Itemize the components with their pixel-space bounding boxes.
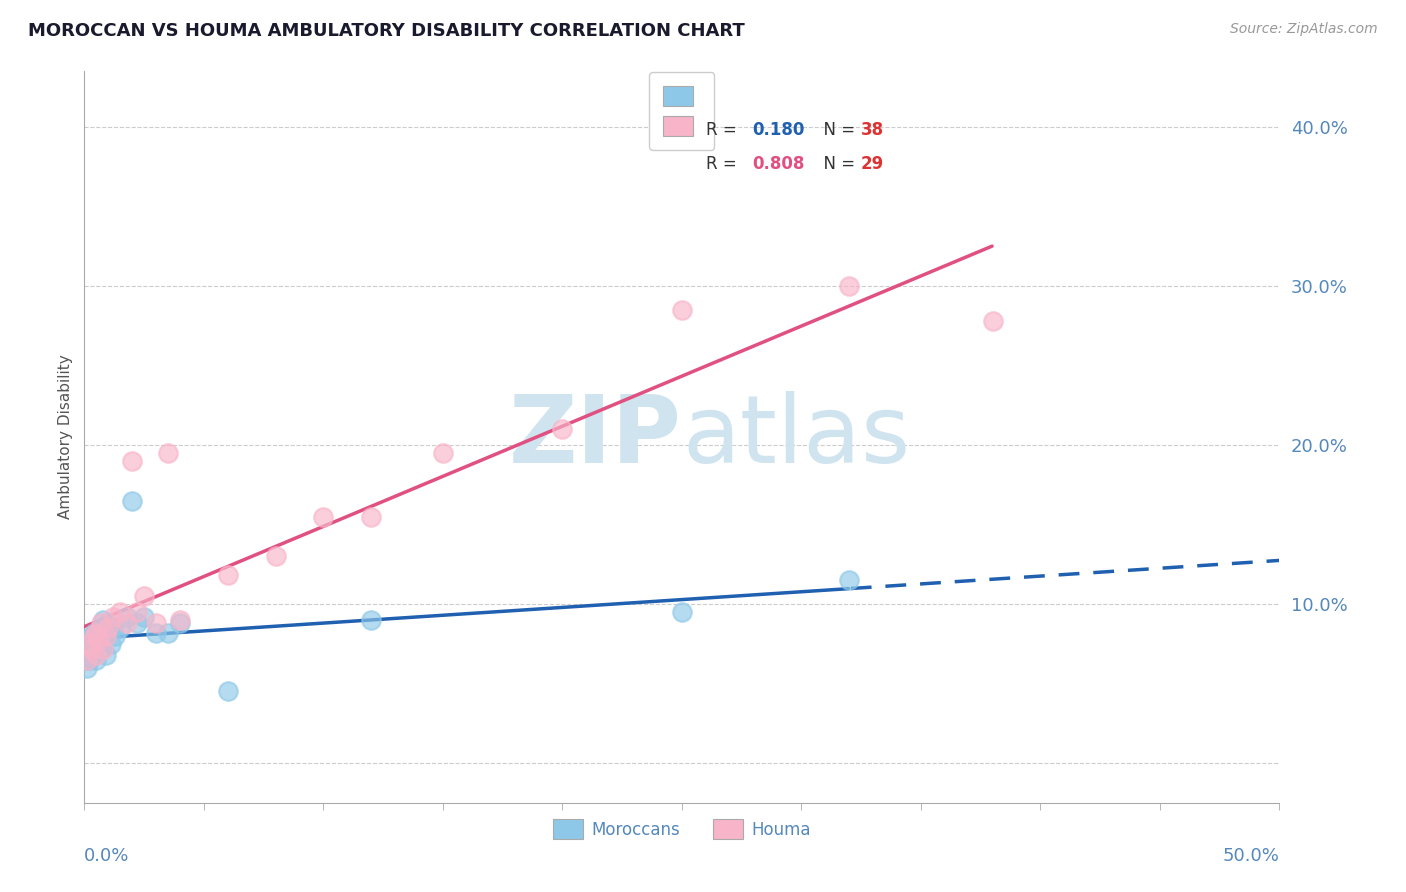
- Point: [360, 509, 382, 524]
- Point: [76, 653, 98, 667]
- Point: [80, 641, 103, 656]
- Point: [77, 632, 100, 646]
- Text: N =: N =: [813, 155, 860, 173]
- Text: Source: ZipAtlas.com: Source: ZipAtlas.com: [1230, 22, 1378, 37]
- Point: [80, 648, 103, 662]
- Point: [83, 629, 105, 643]
- Point: [157, 625, 180, 640]
- Point: [87, 632, 110, 646]
- Point: [77, 653, 100, 667]
- Text: 29: 29: [860, 155, 884, 173]
- Point: [93, 632, 115, 646]
- Point: [80, 637, 103, 651]
- Point: [110, 605, 132, 619]
- Point: [117, 609, 139, 624]
- Point: [97, 621, 120, 635]
- Point: [94, 629, 117, 643]
- Point: [145, 616, 167, 631]
- Point: [101, 609, 124, 624]
- Point: [117, 616, 139, 631]
- Point: [132, 589, 156, 603]
- Point: [77, 637, 100, 651]
- Point: [838, 279, 860, 293]
- Legend: Moroccans, Houma: Moroccans, Houma: [543, 809, 821, 849]
- Text: ZIP: ZIP: [509, 391, 682, 483]
- Point: [76, 653, 98, 667]
- Point: [80, 629, 103, 643]
- Text: atlas: atlas: [682, 391, 910, 483]
- Point: [87, 637, 110, 651]
- Point: [104, 629, 127, 643]
- Text: 50.0%: 50.0%: [1223, 847, 1279, 864]
- Point: [90, 641, 112, 656]
- Point: [838, 573, 860, 587]
- Point: [76, 660, 98, 674]
- Text: 0.808: 0.808: [752, 155, 806, 173]
- Point: [125, 616, 148, 631]
- Point: [132, 609, 156, 624]
- Point: [101, 621, 124, 635]
- Point: [671, 302, 693, 317]
- Point: [100, 637, 122, 651]
- Point: [981, 314, 1004, 328]
- Text: R =: R =: [706, 121, 742, 139]
- Point: [551, 422, 574, 436]
- Point: [121, 454, 143, 468]
- Point: [94, 648, 117, 662]
- Point: [169, 613, 191, 627]
- Text: R =: R =: [706, 155, 742, 173]
- Point: [83, 641, 105, 656]
- Point: [671, 605, 693, 619]
- Point: [97, 625, 120, 640]
- Text: 0.180: 0.180: [752, 121, 806, 139]
- Point: [76, 645, 98, 659]
- Point: [86, 645, 108, 659]
- Text: 0.0%: 0.0%: [84, 847, 129, 864]
- Point: [83, 625, 105, 640]
- Text: MOROCCAN VS HOUMA AMBULATORY DISABILITY CORRELATION CHART: MOROCCAN VS HOUMA AMBULATORY DISABILITY …: [28, 22, 745, 40]
- Point: [77, 641, 100, 656]
- Point: [90, 621, 112, 635]
- Point: [86, 625, 108, 640]
- Y-axis label: Ambulatory Disability: Ambulatory Disability: [58, 355, 73, 519]
- Point: [169, 616, 191, 631]
- Point: [360, 613, 382, 627]
- Point: [125, 605, 148, 619]
- Point: [145, 625, 167, 640]
- Point: [264, 549, 287, 564]
- Point: [86, 648, 108, 662]
- Text: N =: N =: [813, 121, 860, 139]
- Point: [312, 509, 335, 524]
- Point: [86, 653, 108, 667]
- Point: [432, 446, 454, 460]
- Text: 38: 38: [860, 121, 884, 139]
- Point: [93, 641, 115, 656]
- Point: [121, 493, 143, 508]
- Point: [110, 621, 132, 635]
- Point: [93, 613, 115, 627]
- Point: [90, 616, 112, 631]
- Point: [157, 446, 180, 460]
- Point: [87, 625, 110, 640]
- Point: [97, 616, 120, 631]
- Point: [217, 568, 239, 582]
- Point: [86, 632, 108, 646]
- Point: [217, 684, 239, 698]
